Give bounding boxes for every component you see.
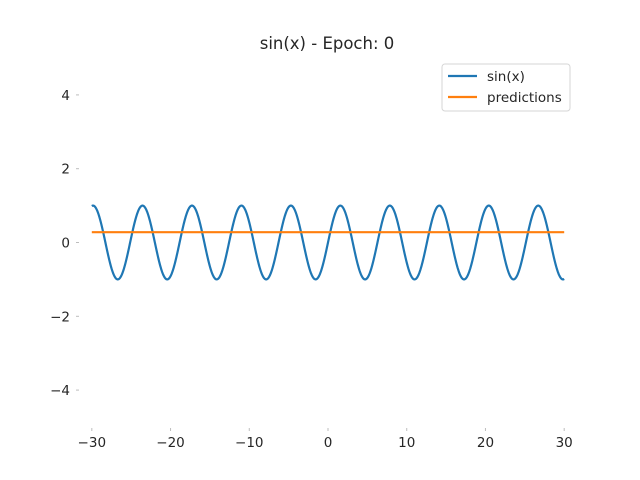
y-tick-label: −2 — [50, 309, 70, 325]
x-axis: −30 −20 −10 0 10 20 30 — [78, 428, 573, 451]
x-tick-label: −20 — [156, 435, 185, 451]
chart-title: sin(x) - Epoch: 0 — [260, 34, 395, 53]
plot-area — [91, 204, 565, 281]
legend-label-sin: sin(x) — [487, 69, 525, 85]
y-axis: −4 −2 0 2 4 — [50, 88, 79, 399]
x-tick-label: 30 — [556, 435, 573, 451]
y-tick-label: 0 — [61, 236, 70, 252]
y-tick-label: 4 — [61, 88, 70, 104]
legend-label-predictions: predictions — [487, 90, 562, 106]
series-line-sin — [91, 204, 565, 281]
x-tick-label: 10 — [398, 435, 415, 451]
x-tick-label: −10 — [235, 435, 264, 451]
y-tick-label: −4 — [50, 383, 70, 399]
x-tick-label: −30 — [78, 435, 107, 451]
x-tick-label: 0 — [324, 435, 333, 451]
x-tick-label: 20 — [477, 435, 494, 451]
legend: sin(x) predictions — [441, 63, 571, 112]
y-tick-label: 2 — [61, 162, 70, 178]
